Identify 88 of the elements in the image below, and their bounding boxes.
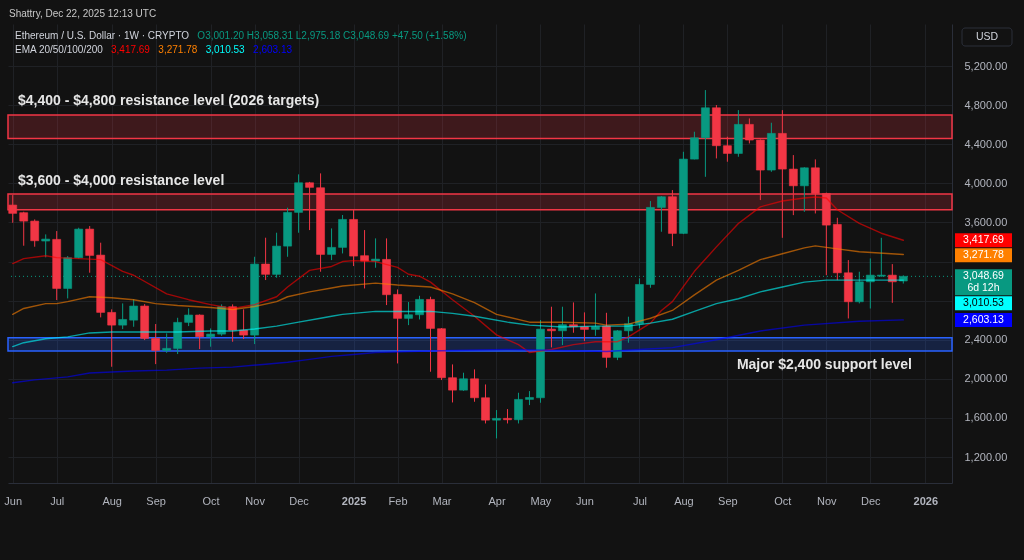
annotation: 3,417.69 — [111, 44, 151, 55]
candlestick — [206, 327, 215, 348]
candlestick — [8, 194, 18, 224]
candlestick — [624, 316, 633, 344]
candlestick — [41, 233, 50, 258]
annotation: O3,001.20 H3,058.31 L2,975.18 C3,048.69 +47.50 (+1.58%) — [197, 30, 467, 41]
ref-line-label: 3,048.69 — [963, 269, 1005, 282]
candlestick — [129, 298, 138, 328]
candlestick — [228, 303, 237, 343]
candlestick — [690, 131, 699, 160]
candlestick — [789, 154, 798, 216]
candlestick — [657, 195, 666, 233]
y-tick-label: 3,600.00 — [964, 215, 1008, 228]
x-tick-label: Aug — [674, 494, 694, 507]
x-tick-label: Oct — [774, 494, 792, 507]
candlestick — [371, 237, 380, 269]
text: USD — [975, 30, 999, 42]
annotation: 3,271.78 — [158, 44, 198, 55]
text: 6d 12h — [967, 281, 1000, 294]
candlestick — [745, 117, 754, 144]
candlestick — [481, 383, 490, 424]
x-tick-label: Feb — [388, 494, 408, 507]
text: 2,603.13 — [963, 312, 1004, 325]
y-tick-label: 2,000.00 — [964, 372, 1008, 385]
legend-title: EMA 20/50/100/200 — [15, 44, 104, 55]
candlestick — [360, 229, 369, 289]
candlestick — [30, 218, 39, 248]
candlestick — [459, 372, 468, 392]
y-tick-label: 1,600.00 — [964, 411, 1008, 424]
text: 3,417.69 — [963, 233, 1004, 246]
candlestick — [448, 363, 457, 403]
candlestick — [888, 263, 897, 304]
x-tick-label: Oct — [202, 494, 220, 507]
x-tick-label: Mar — [432, 494, 452, 507]
band-label: $4,400 - $4,800 resistance level (2026 targets) — [18, 92, 320, 109]
text: Shattry, Dec 22, 2025 12:13 UTC — [9, 8, 157, 19]
x-tick-label: Nov — [245, 494, 266, 507]
candlestick — [404, 301, 413, 326]
y-tick-label: 4,800.00 — [964, 98, 1008, 111]
x-tick-label: Apr — [488, 494, 506, 507]
candlestick — [591, 292, 600, 337]
x-tick-label: Jul — [50, 494, 65, 507]
band-label: $3,600 - $4,000 resistance level — [18, 171, 225, 188]
x-tick-label: Aug — [102, 494, 122, 507]
text: 3,271.78 — [963, 248, 1004, 261]
x-tick-label: Sep — [718, 494, 738, 507]
candlestick — [305, 181, 314, 231]
candlestick — [118, 302, 127, 330]
x-tick-label: Dec — [861, 494, 882, 507]
candlestick — [151, 323, 160, 365]
candlestick — [261, 237, 270, 281]
text: 3,010.53 — [963, 296, 1004, 309]
candlestick — [239, 308, 248, 340]
y-tick-label: 4,000.00 — [964, 176, 1008, 189]
y-tick-label: 2,400.00 — [964, 333, 1008, 346]
x-tick-label: Sep — [146, 494, 166, 507]
candlestick — [162, 332, 171, 354]
x-tick-label: Jun — [4, 494, 23, 507]
candlestick — [800, 166, 809, 213]
x-tick-label: Dec — [289, 494, 310, 507]
x-tick-label: Nov — [817, 494, 838, 507]
candlestick — [19, 211, 29, 247]
x-tick-label: 2026 — [913, 494, 939, 507]
candlestick — [470, 368, 479, 403]
x-tick-label: Jul — [632, 494, 647, 507]
candlestick — [569, 301, 578, 334]
candlestick — [514, 392, 523, 424]
candlestick — [547, 306, 556, 348]
candlestick — [393, 288, 402, 364]
candlestick — [723, 136, 732, 163]
x-tick-label: May — [530, 494, 552, 507]
candlestick — [195, 313, 204, 350]
candlestick — [107, 308, 116, 368]
candlestick — [558, 306, 567, 346]
annotation: 2,603.13 — [253, 44, 293, 55]
candlestick — [327, 227, 336, 261]
candlestick — [580, 311, 589, 342]
y-tick-label: 5,200.00 — [964, 59, 1008, 72]
candlestick — [492, 409, 501, 439]
x-tick-label: Jun — [576, 494, 594, 507]
candlestick — [415, 295, 424, 320]
y-tick-label: 1,200.00 — [964, 450, 1008, 463]
candlestick — [855, 271, 864, 304]
band-label: Major $2,400 support level — [736, 355, 912, 372]
x-tick-label: 2025 — [341, 494, 367, 507]
text: Ethereum / U.S. Dollar · 1W · CRYPTO — [15, 30, 190, 41]
y-tick-label: 4,400.00 — [964, 137, 1008, 150]
annotation: 3,010.53 — [205, 44, 246, 55]
